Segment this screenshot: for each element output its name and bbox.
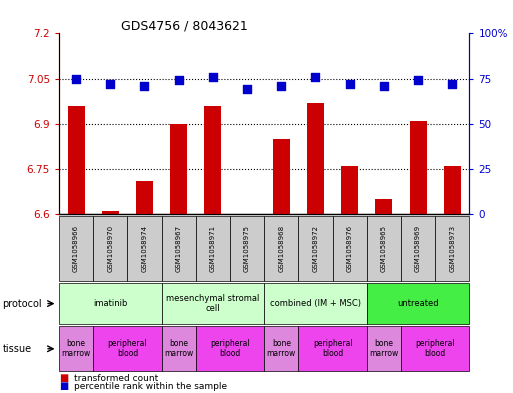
Text: peripheral
blood: peripheral blood [108, 339, 147, 358]
Text: ■: ■ [59, 381, 68, 391]
Text: mesenchymal stromal
cell: mesenchymal stromal cell [166, 294, 260, 313]
Text: GSM1058972: GSM1058972 [312, 225, 319, 272]
Text: peripheral
blood: peripheral blood [210, 339, 250, 358]
Bar [204, 106, 222, 214]
Text: bone
marrow: bone marrow [164, 339, 193, 358]
Point [72, 75, 80, 82]
Text: GSM1058973: GSM1058973 [449, 225, 456, 272]
Bar [376, 199, 392, 214]
Text: GSM1058976: GSM1058976 [347, 225, 353, 272]
Text: percentile rank within the sample: percentile rank within the sample [74, 382, 227, 391]
Point [106, 81, 114, 87]
Point [243, 86, 251, 93]
Text: GSM1058967: GSM1058967 [175, 225, 182, 272]
Text: peripheral
blood: peripheral blood [416, 339, 455, 358]
Point [277, 83, 285, 89]
Bar [341, 166, 358, 214]
Text: GSM1058969: GSM1058969 [415, 225, 421, 272]
Point [311, 73, 320, 80]
Text: bone
marrow: bone marrow [369, 339, 399, 358]
Text: combined (IM + MSC): combined (IM + MSC) [270, 299, 361, 308]
Bar [136, 181, 153, 214]
Bar [409, 121, 427, 214]
Bar [170, 124, 187, 214]
Text: GSM1058968: GSM1058968 [278, 225, 284, 272]
Text: bone
marrow: bone marrow [62, 339, 91, 358]
Point [209, 73, 217, 80]
Text: GSM1058974: GSM1058974 [142, 225, 148, 272]
Point [346, 81, 354, 87]
Bar [68, 106, 85, 214]
Text: GSM1058971: GSM1058971 [210, 225, 216, 272]
Point [448, 81, 457, 87]
Bar [273, 139, 290, 214]
Text: ■: ■ [59, 373, 68, 383]
Point [141, 83, 149, 89]
Text: protocol: protocol [3, 299, 42, 309]
Point [380, 83, 388, 89]
Text: GDS4756 / 8043621: GDS4756 / 8043621 [121, 19, 247, 32]
Bar [102, 211, 119, 214]
Point [174, 77, 183, 84]
Text: GSM1058970: GSM1058970 [107, 225, 113, 272]
Text: untreated: untreated [397, 299, 439, 308]
Bar [307, 103, 324, 214]
Text: GSM1058965: GSM1058965 [381, 225, 387, 272]
Text: imatinib: imatinib [93, 299, 128, 308]
Text: GSM1058966: GSM1058966 [73, 225, 79, 272]
Bar [444, 166, 461, 214]
Point [414, 77, 422, 84]
Text: peripheral
blood: peripheral blood [313, 339, 352, 358]
Text: GSM1058975: GSM1058975 [244, 225, 250, 272]
Text: transformed count: transformed count [74, 374, 159, 383]
Text: tissue: tissue [3, 344, 32, 354]
Text: bone
marrow: bone marrow [267, 339, 296, 358]
